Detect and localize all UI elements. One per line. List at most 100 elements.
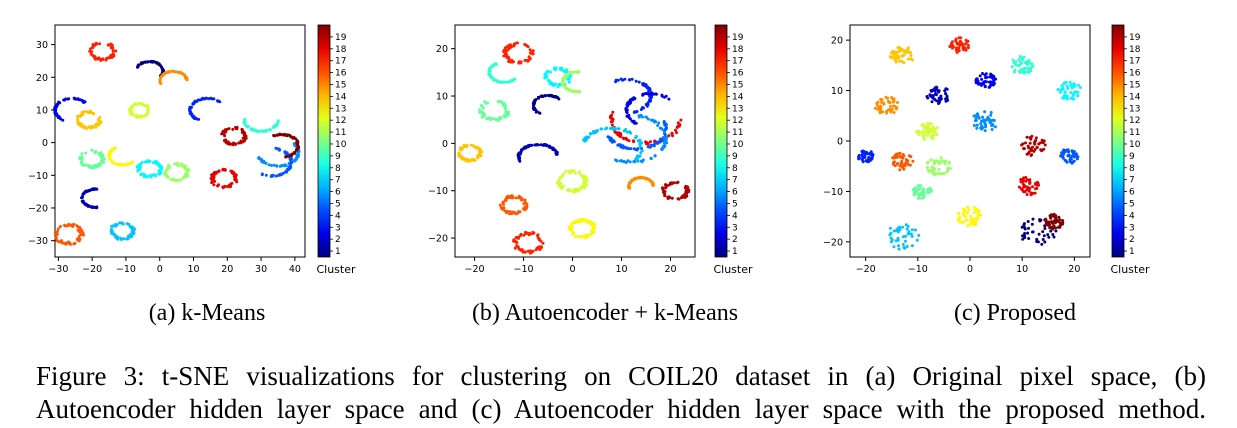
data-point (264, 173, 268, 177)
data-point (892, 160, 895, 164)
data-point (657, 140, 661, 144)
data-point (893, 57, 897, 61)
data-point (936, 171, 940, 175)
data-point (1035, 145, 1039, 149)
data-point (868, 152, 872, 156)
y-tick-label: −20 (28, 203, 48, 214)
colorbar-tick-label: 1 (335, 247, 341, 257)
data-point (515, 235, 519, 239)
x-tick-label: 40 (289, 264, 301, 275)
data-point (687, 188, 691, 192)
data-point (962, 211, 966, 215)
x-tick-label: −20 (856, 264, 876, 275)
data-point (574, 235, 578, 239)
data-point (976, 112, 980, 116)
data-point (1018, 70, 1022, 74)
data-point (122, 237, 126, 241)
data-point (278, 164, 282, 168)
data-point (186, 173, 189, 177)
data-point (498, 203, 502, 207)
data-point (628, 78, 632, 82)
data-point (621, 136, 625, 140)
data-point (607, 135, 611, 139)
data-point (85, 189, 89, 193)
data-point (1073, 90, 1077, 94)
data-point (1037, 183, 1040, 187)
data-point (508, 212, 512, 216)
data-point (539, 245, 543, 249)
data-point (163, 71, 167, 75)
data-point (112, 224, 115, 228)
data-point (1020, 188, 1024, 192)
colorbar-tick-label: 4 (732, 211, 738, 221)
data-point (230, 181, 234, 185)
data-point (160, 66, 164, 70)
x-tick-label: 0 (967, 264, 973, 275)
colorbar-tick-label: 1 (732, 247, 738, 257)
data-point (1018, 55, 1022, 58)
data-point (55, 233, 59, 237)
data-point (866, 160, 870, 164)
data-point (546, 69, 550, 73)
data-point (95, 42, 99, 46)
data-point (175, 163, 179, 167)
colorbar-tick-label: 5 (732, 199, 738, 209)
data-point (523, 205, 527, 209)
data-point (90, 148, 94, 152)
data-point (110, 148, 114, 152)
data-point (231, 143, 235, 147)
data-point (1039, 218, 1043, 222)
data-point (637, 80, 641, 84)
data-point (585, 219, 588, 223)
data-point (645, 141, 649, 145)
data-point (504, 51, 508, 54)
data-point (145, 175, 149, 179)
data-point (274, 174, 278, 178)
data-point (1069, 83, 1073, 87)
data-point (1058, 218, 1062, 222)
data-point (243, 119, 247, 123)
data-point (661, 187, 665, 191)
data-point (664, 122, 668, 126)
figure-caption: Figure 3: t-SNE visualizations for clust… (36, 360, 1206, 426)
data-point (249, 127, 253, 131)
cluster-10 (478, 99, 511, 123)
data-point (511, 196, 515, 200)
data-point (522, 250, 526, 254)
data-point (904, 158, 908, 161)
data-point (246, 125, 250, 129)
data-point (241, 130, 245, 133)
data-point (560, 186, 564, 190)
data-point (616, 127, 620, 131)
data-point (644, 92, 647, 95)
data-point (559, 182, 563, 185)
data-point (890, 96, 894, 99)
data-point (54, 236, 58, 240)
data-point (899, 161, 903, 165)
data-point (1020, 143, 1024, 147)
data-point (1044, 217, 1047, 221)
data-point (255, 129, 259, 133)
x-tick-label: 0 (570, 264, 576, 275)
data-point (892, 100, 895, 104)
data-point (70, 223, 74, 227)
cluster-2 (80, 187, 99, 210)
data-point (223, 138, 227, 142)
data-point (634, 136, 638, 140)
data-point (925, 127, 929, 131)
data-point (89, 47, 92, 51)
colorbar-tick-label: 19 (335, 33, 347, 43)
data-point (281, 171, 285, 175)
data-point (972, 211, 976, 214)
data-point (1049, 216, 1053, 220)
data-point (1033, 182, 1037, 186)
data-point (909, 155, 913, 159)
data-point (930, 165, 934, 169)
data-point (929, 190, 933, 194)
data-point (662, 130, 666, 134)
data-point (577, 90, 581, 94)
cluster-11 (163, 161, 191, 183)
data-point (525, 231, 529, 235)
data-point (628, 102, 631, 106)
data-point (929, 122, 932, 126)
